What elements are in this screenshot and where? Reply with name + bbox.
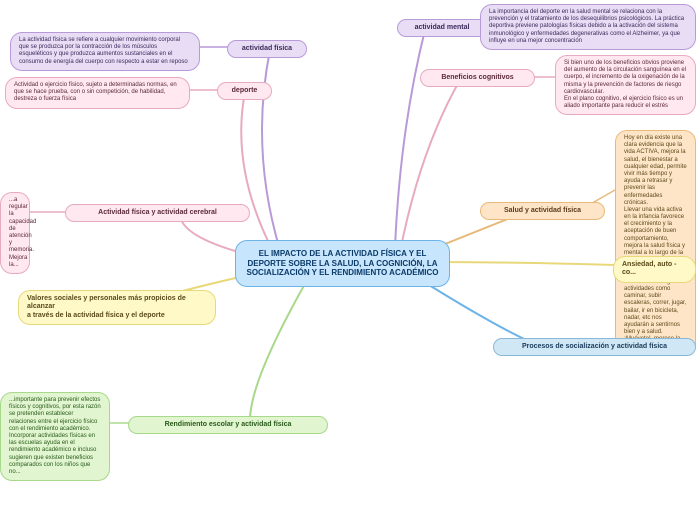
node-beneficios[interactable]: Beneficios cognitivos [420,69,535,87]
desc-beneficios: Si bien uno de los beneficios obvios pro… [555,55,696,115]
node-ansiedad[interactable]: Ansiedad, auto - co... [613,256,696,283]
node-actividad-fisica[interactable]: actividad física [227,40,307,58]
desc-rendimiento: ...importante para prevenir efectos físi… [0,392,110,481]
desc-cerebral: ...a regular la capacidad de atención y … [0,192,30,274]
node-actividad-mental[interactable]: actividad mental [397,19,487,37]
node-procesos[interactable]: Procesos de socialización y actividad fí… [493,338,696,356]
node-cerebral[interactable]: Actividad física y actividad cerebral [65,204,250,222]
node-valores[interactable]: Valores sociales y personales más propic… [18,290,216,325]
desc-actividad-mental: La importancia del deporte en la salud m… [480,4,696,50]
desc-salud: Hoy en día existe una clara evidencia qu… [615,130,696,356]
node-salud[interactable]: Salud y actividad física [480,202,605,220]
desc-deporte: Actividad o ejercicio físico, sujeto a d… [5,77,190,109]
desc-actividad-fisica: La actividad física se refiere a cualqui… [10,32,200,71]
center-node[interactable]: EL IMPACTO DE LA ACTIVIDAD FÍSICA Y EL D… [235,240,450,287]
node-deporte[interactable]: deporte [217,82,272,100]
node-rendimiento[interactable]: Rendimiento escolar y actividad física [128,416,328,434]
